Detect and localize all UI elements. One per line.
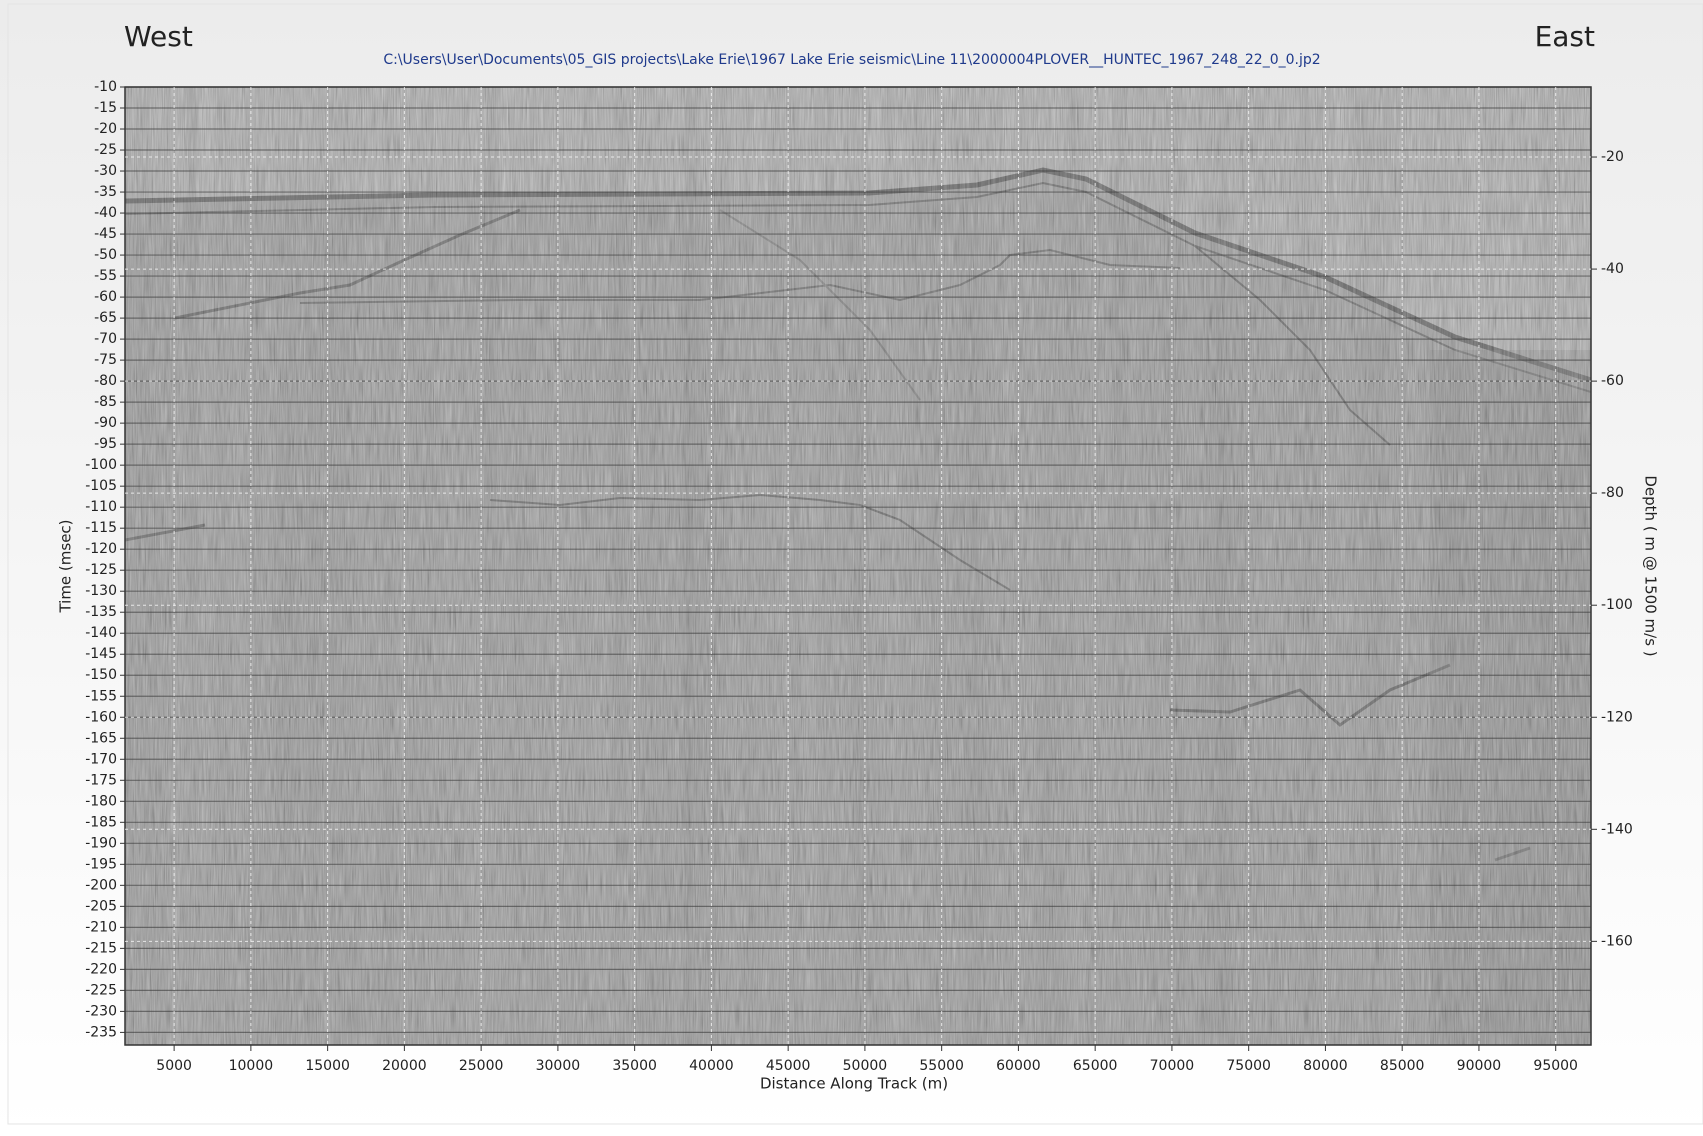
y-tick-label: -140	[85, 625, 117, 641]
y-tick-label: -25	[94, 142, 117, 158]
y-tick-label: -105	[85, 478, 117, 494]
y-tick-label: -190	[85, 835, 117, 851]
y-tick-label: -235	[85, 1024, 117, 1040]
x-tick-label: 85000	[1380, 1058, 1425, 1074]
x-tick-label: 15000	[305, 1058, 350, 1074]
x-tick-label: 10000	[229, 1058, 274, 1074]
x-tick-label: 30000	[536, 1058, 581, 1074]
y-tick-label: -45	[94, 226, 117, 242]
x-tick-label: 35000	[612, 1058, 657, 1074]
seismic-image	[125, 87, 1591, 1045]
y-tick-label: -180	[85, 793, 117, 809]
y-tick-label: -195	[85, 856, 117, 872]
y-tick-label: -150	[85, 667, 117, 683]
y-axis-title: Time (msec)	[57, 519, 75, 613]
y-tick-label: -155	[85, 688, 117, 704]
y-tick-label: -10	[94, 79, 117, 95]
x-tick-label: 75000	[1226, 1058, 1271, 1074]
y-tick-label: -80	[94, 373, 117, 389]
y-tick-label: -20	[94, 121, 117, 137]
y2-tick-label: -140	[1601, 821, 1633, 837]
chart-title: C:\Users\User\Documents\05_GIS projects\…	[383, 52, 1320, 68]
y-tick-label: -70	[94, 331, 117, 347]
image-grain	[125, 87, 1591, 1045]
y-tick-label: -220	[85, 961, 117, 977]
y-tick-label: -215	[85, 940, 117, 956]
y-tick-label: -30	[94, 163, 117, 179]
x-tick-label: 45000	[766, 1058, 811, 1074]
x-tick-label: 60000	[996, 1058, 1041, 1074]
y-tick-label: -135	[85, 604, 117, 620]
east-label: East	[1535, 20, 1595, 53]
y2-tick-label: -160	[1601, 933, 1633, 949]
y-tick-label: -55	[94, 268, 117, 284]
y-tick-label: -185	[85, 814, 117, 830]
y-tick-label: -75	[94, 352, 117, 368]
y-tick-label: -210	[85, 919, 117, 935]
x-tick-label: 80000	[1303, 1058, 1348, 1074]
page: West East C:\Users\User\Documents\05_GIS…	[0, 0, 1703, 1136]
y-tick-label: -15	[94, 100, 117, 116]
y-tick-label: -95	[94, 436, 117, 452]
west-label: West	[124, 20, 193, 53]
y-tick-label: -225	[85, 982, 117, 998]
y-tick-label: -160	[85, 709, 117, 725]
x-tick-label: 95000	[1533, 1058, 1578, 1074]
y-tick-label: -170	[85, 751, 117, 767]
y-tick-label: -110	[85, 499, 117, 515]
y-tick-label: -205	[85, 898, 117, 914]
x-tick-label: 70000	[1150, 1058, 1195, 1074]
y2-tick-label: -40	[1601, 261, 1624, 277]
y2-axis-title: Depth ( m @ 1500 m/s )	[1642, 475, 1660, 656]
y-tick-label: -145	[85, 646, 117, 662]
x-tick-label: 50000	[843, 1058, 888, 1074]
x-tick-label: 90000	[1457, 1058, 1502, 1074]
x-tick-label: 20000	[382, 1058, 427, 1074]
chart: West East C:\Users\User\Documents\05_GIS…	[0, 0, 1703, 1136]
x-tick-label: 40000	[689, 1058, 734, 1074]
y-tick-label: -115	[85, 520, 117, 536]
y-tick-label: -65	[94, 310, 117, 326]
y-tick-label: -40	[94, 205, 117, 221]
y2-tick-label: -120	[1601, 709, 1633, 725]
y-tick-label: -90	[94, 415, 117, 431]
y-tick-label: -230	[85, 1003, 117, 1019]
y-tick-label: -85	[94, 394, 117, 410]
y-tick-label: -35	[94, 184, 117, 200]
y-tick-label: -175	[85, 772, 117, 788]
y-tick-label: -130	[85, 583, 117, 599]
y-tick-label: -200	[85, 877, 117, 893]
y-tick-label: -165	[85, 730, 117, 746]
y-tick-label: -50	[94, 247, 117, 263]
y-tick-label: -100	[85, 457, 117, 473]
y2-tick-label: -20	[1601, 149, 1624, 165]
y-tick-label: -125	[85, 562, 117, 578]
y2-tick-label: -80	[1601, 485, 1624, 501]
y-tick-label: -60	[94, 289, 117, 305]
x-tick-label: 25000	[459, 1058, 504, 1074]
x-tick-label: 5000	[156, 1058, 192, 1074]
x-axis-title: Distance Along Track (m)	[760, 1075, 948, 1093]
x-tick-label: 65000	[1073, 1058, 1118, 1074]
y-tick-label: -120	[85, 541, 117, 557]
y2-tick-label: -100	[1601, 597, 1633, 613]
y2-tick-label: -60	[1601, 373, 1624, 389]
x-tick-label: 55000	[919, 1058, 964, 1074]
